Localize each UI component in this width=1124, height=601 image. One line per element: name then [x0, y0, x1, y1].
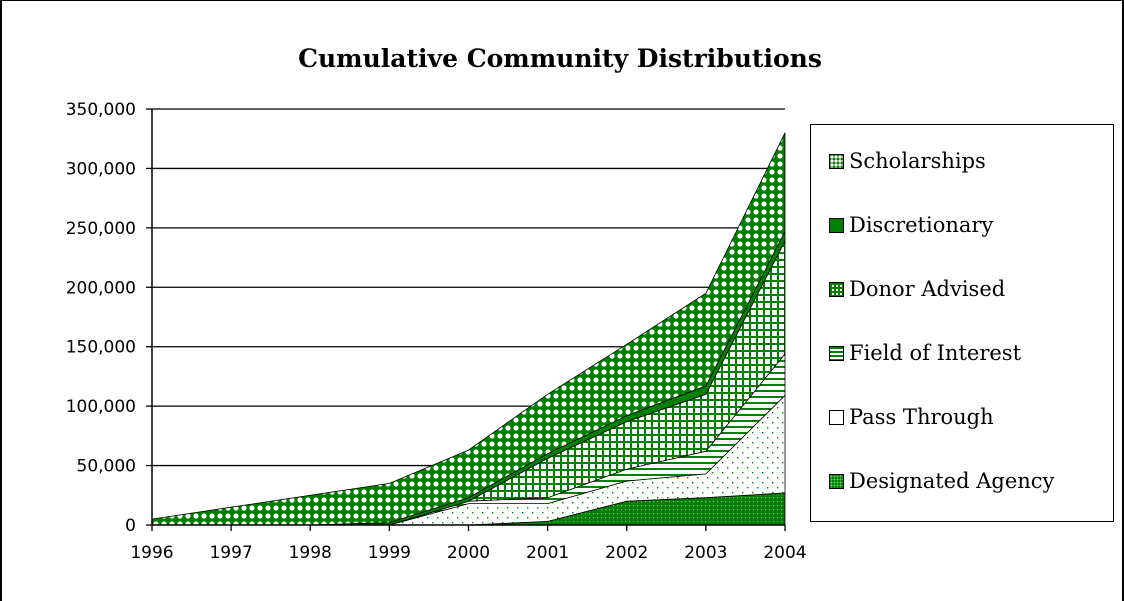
legend-swatch-designated-agency — [829, 473, 844, 489]
legend-label: Field of Interest — [849, 341, 1022, 365]
x-tick-label: 1997 — [209, 543, 252, 563]
legend-item-designated-agency: Designated Agency — [829, 467, 1054, 495]
y-tick-label: 50,000 — [77, 457, 136, 477]
y-tick-label: 100,000 — [66, 397, 136, 417]
legend-swatch-discretionary — [829, 217, 844, 233]
axes — [146, 108, 786, 531]
x-tick-label: 2000 — [447, 543, 490, 563]
legend-item-scholarships: Scholarships — [829, 147, 986, 175]
x-tick-labels: 1996 1997 1998 1999 2000 2001 2002 2003 2004 — [130, 543, 806, 563]
legend-item-field-of-interest: Field of Interest — [829, 339, 1021, 367]
x-tick-label: 2003 — [684, 543, 727, 563]
y-tick-label: 300,000 — [66, 159, 136, 179]
legend-swatch-scholarships — [829, 153, 844, 169]
chart-title: Cumulative Community Distributions — [298, 44, 822, 73]
legend-item-discretionary: Discretionary — [829, 211, 993, 239]
legend-label: Donor Advised — [849, 277, 1006, 301]
x-tick-label: 1996 — [130, 543, 173, 563]
grid-lines — [152, 108, 785, 467]
y-tick-label: 0 — [125, 516, 136, 536]
x-tick-label: 2001 — [526, 543, 569, 563]
x-tick-label: 2004 — [763, 543, 806, 563]
y-tick-label: 250,000 — [66, 219, 136, 239]
y-tick-label: 200,000 — [66, 278, 136, 298]
y-tick-label: 350,000 — [66, 100, 136, 120]
legend-label: Pass Through — [849, 405, 994, 429]
legend-label: Designated Agency — [849, 469, 1055, 493]
legend-item-donor-advised: Donor Advised — [829, 275, 1005, 303]
x-tick-label: 1999 — [368, 543, 411, 563]
legend-label: Scholarships — [849, 149, 986, 173]
y-tick-labels: 0 50,000 100,000 150,000 200,000 250,000 300,0… — [66, 100, 136, 536]
legend-swatch-donor-advised — [829, 281, 844, 297]
x-tick-label: 1998 — [289, 543, 332, 563]
legend: Scholarships Discretionary Donor Advised Fi… — [810, 124, 1114, 522]
legend-swatch-pass-through — [829, 409, 844, 425]
y-tick-label: 150,000 — [66, 338, 136, 358]
legend-label: Discretionary — [849, 213, 994, 237]
legend-swatch-field-of-interest — [829, 345, 844, 361]
x-tick-label: 2002 — [605, 543, 648, 563]
legend-item-pass-through: Pass Through — [829, 403, 994, 431]
